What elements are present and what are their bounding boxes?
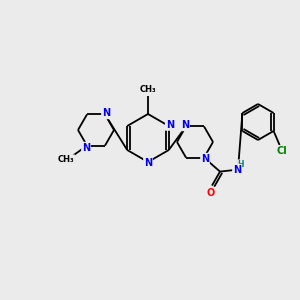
Text: CH₃: CH₃	[58, 155, 74, 164]
Text: N: N	[233, 165, 241, 175]
Text: H: H	[238, 160, 244, 169]
Text: N: N	[201, 154, 209, 164]
Text: CH₃: CH₃	[140, 85, 156, 94]
Text: N: N	[102, 108, 110, 118]
Text: Cl: Cl	[276, 146, 287, 156]
Text: N: N	[166, 120, 174, 130]
Text: N: N	[181, 120, 189, 130]
Text: N: N	[144, 158, 152, 168]
Text: O: O	[207, 188, 215, 198]
Text: N: N	[82, 142, 90, 153]
